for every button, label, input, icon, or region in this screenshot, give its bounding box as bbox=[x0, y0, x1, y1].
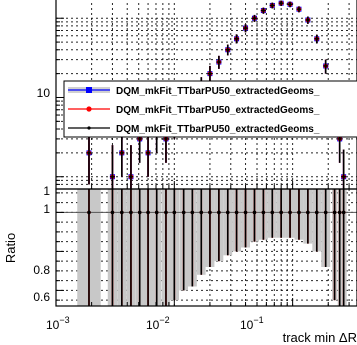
ratio-point bbox=[181, 210, 186, 215]
ratio-point bbox=[164, 210, 168, 215]
ratio-point bbox=[297, 210, 301, 215]
main-ytick-label-1: 1 bbox=[43, 184, 50, 198]
ratio-point bbox=[261, 210, 266, 215]
data-point bbox=[164, 137, 168, 141]
legend-label-blue: DQM_mkFit_TTbarPU50_extractedGeoms_ bbox=[116, 86, 320, 97]
data-point bbox=[111, 175, 114, 179]
data-point bbox=[226, 48, 230, 52]
data-point bbox=[235, 37, 238, 41]
data-point bbox=[342, 175, 345, 179]
ratio-point bbox=[234, 210, 239, 215]
ratio-point bbox=[120, 210, 124, 215]
ratio-point bbox=[341, 210, 346, 215]
data-point bbox=[120, 151, 124, 155]
ratio-point bbox=[314, 210, 319, 215]
data-point bbox=[324, 64, 327, 68]
ratio-series-1 bbox=[87, 189, 346, 306]
data-point bbox=[288, 2, 292, 6]
data-point bbox=[138, 137, 142, 141]
xtick-label-0.001-base: 10 bbox=[46, 318, 60, 332]
ratio-point bbox=[243, 210, 248, 215]
legend: DQM_mkFit_TTbarPU50_extractedGeoms_ DQM_… bbox=[63, 80, 357, 138]
ratio-point bbox=[323, 210, 328, 215]
xtick-label-0.01-base: 10 bbox=[146, 318, 160, 332]
data-point bbox=[146, 151, 150, 155]
y-axis-title-ratio: Ratio bbox=[3, 233, 18, 263]
ratio-point bbox=[208, 210, 212, 215]
ratio-point bbox=[87, 210, 91, 215]
data-point bbox=[253, 16, 256, 20]
legend-swatch-marker bbox=[86, 87, 92, 93]
ratio-point bbox=[270, 210, 275, 215]
legend-swatch-marker bbox=[86, 106, 92, 112]
ratio-point bbox=[129, 210, 133, 215]
ratio-ytick-label-0.8: 0.8 bbox=[33, 263, 50, 277]
x-axis-title: track min ΔR bbox=[283, 330, 357, 345]
ratio-ytick-label-1: 1 bbox=[43, 202, 50, 216]
xtick-label-0.1-exponent: −1 bbox=[253, 315, 263, 325]
ratio-series bbox=[87, 189, 346, 306]
data-point bbox=[217, 60, 221, 64]
ratio-plot-frame bbox=[55, 188, 357, 307]
legend-box bbox=[63, 80, 357, 138]
ratio-point bbox=[137, 210, 142, 215]
xtick-label-0.01: 10−2 bbox=[146, 315, 170, 332]
data-point bbox=[338, 137, 342, 141]
legend-entry-blue: DQM_mkFit_TTbarPU50_extractedGeoms_ bbox=[68, 86, 320, 97]
data-point bbox=[244, 26, 247, 30]
ratio-point bbox=[190, 210, 195, 215]
legend-entry-black: DQM_mkFit_TTbarPU50_extractedGeoms_ bbox=[68, 124, 320, 135]
xtick-label-0.1: 10−1 bbox=[240, 315, 264, 332]
ratio-ytick-label-0.6: 0.6 bbox=[33, 290, 50, 304]
data-point bbox=[87, 151, 91, 155]
ratio-axis-ticks bbox=[55, 192, 350, 306]
data-point bbox=[297, 7, 301, 11]
xtick-label-0.001: 10−3 bbox=[46, 315, 70, 332]
ratio-error-band bbox=[56, 189, 357, 306]
data-point bbox=[279, 1, 283, 5]
xtick-label-0.1-base: 10 bbox=[240, 318, 254, 332]
xtick-label-0.01-exponent: −2 bbox=[159, 315, 169, 325]
data-point bbox=[129, 175, 133, 179]
data-point bbox=[262, 9, 265, 12]
ratio-point bbox=[146, 210, 150, 215]
ratio-point bbox=[288, 210, 292, 215]
xtick-label-0.001-exponent: −3 bbox=[59, 315, 69, 325]
ratio-point bbox=[217, 210, 221, 215]
legend-entry-red: DQM_mkFit_TTbarPU50_extractedGeoms_ bbox=[68, 105, 320, 116]
ratio-point bbox=[306, 210, 310, 215]
ratio-point bbox=[279, 210, 283, 215]
ratio-point bbox=[337, 210, 342, 215]
ratio-point bbox=[172, 210, 177, 215]
data-point bbox=[315, 37, 319, 41]
data-point bbox=[208, 72, 212, 75]
ratio-point bbox=[199, 210, 204, 215]
ratio-point bbox=[110, 210, 115, 215]
main-axis-ticks bbox=[55, 17, 350, 190]
ratio-point bbox=[154, 210, 159, 215]
legend-swatch-marker bbox=[87, 126, 91, 130]
ratio-point bbox=[252, 210, 257, 215]
legend-label-red: DQM_mkFit_TTbarPU50_extractedGeoms_ bbox=[116, 105, 320, 116]
ratio-point bbox=[332, 210, 337, 215]
data-point bbox=[270, 4, 274, 7]
ratio-point bbox=[225, 210, 230, 215]
legend-label-black: DQM_mkFit_TTbarPU50_extractedGeoms_ bbox=[116, 124, 320, 135]
main-ytick-label-10: 10 bbox=[37, 86, 51, 100]
data-point bbox=[306, 18, 310, 22]
